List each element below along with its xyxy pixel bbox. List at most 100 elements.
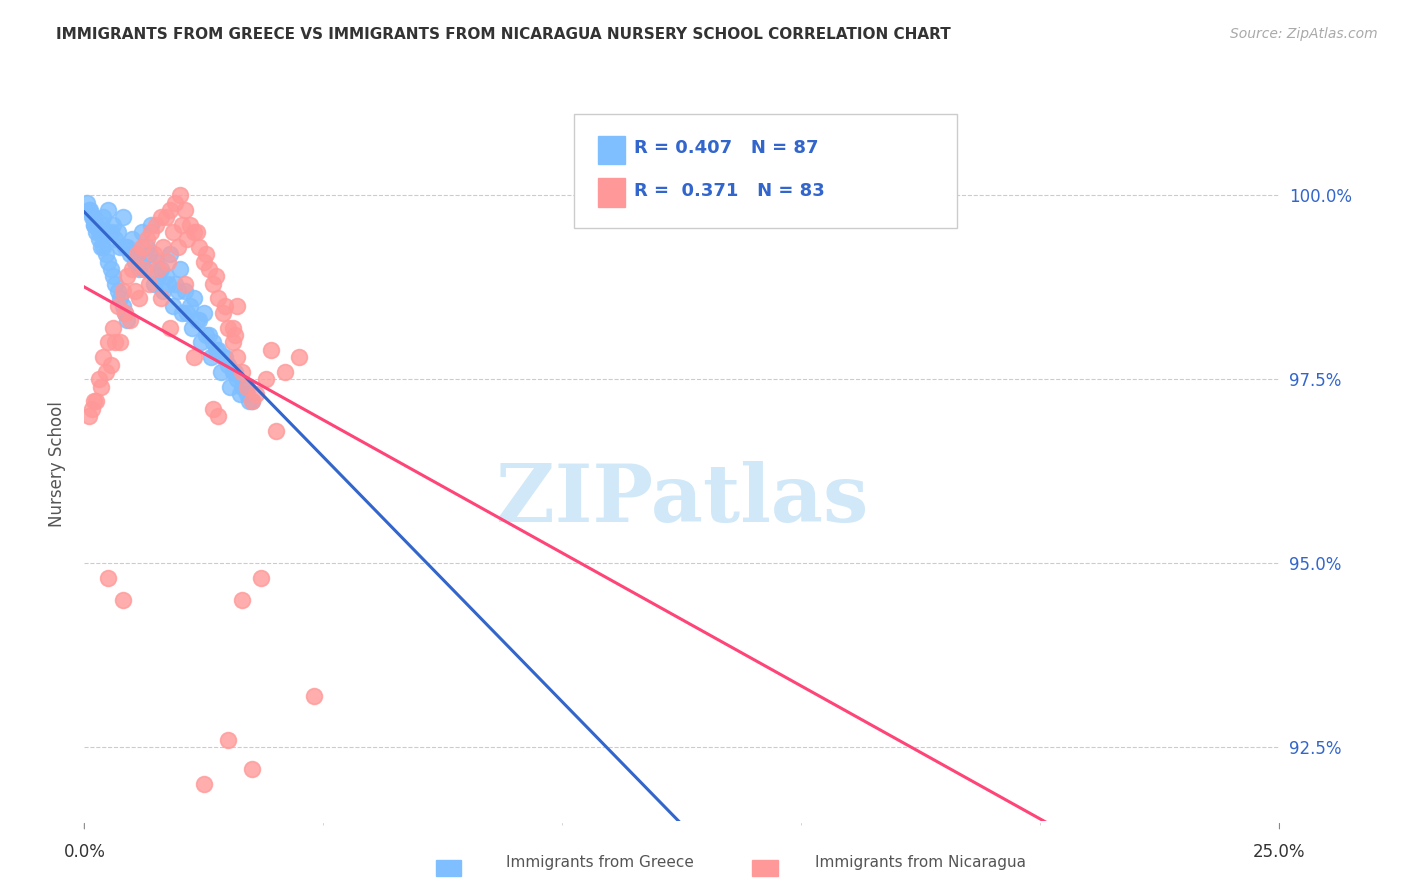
Point: [121, 232, 143, 246]
Point: [107, 225, 129, 239]
Point: [121, 261, 143, 276]
Point: [193, 777, 215, 791]
Text: Source: ZipAtlas.com: Source: ZipAtlas.com: [1230, 27, 1378, 41]
Point: [104, 232, 127, 246]
Point: [193, 254, 215, 268]
Point: [87, 225, 110, 239]
Point: [83, 218, 105, 232]
Point: [212, 306, 235, 320]
Point: [138, 277, 160, 291]
Point: [173, 284, 195, 298]
Point: [197, 328, 219, 343]
Point: [169, 188, 191, 202]
Point: [231, 593, 253, 607]
Text: R =  0.371   N = 83: R = 0.371 N = 83: [634, 182, 825, 200]
Point: [148, 269, 170, 284]
Point: [172, 218, 194, 232]
Point: [205, 269, 228, 284]
Point: [110, 335, 132, 350]
Point: [183, 225, 205, 239]
Point: [132, 261, 156, 276]
Point: [162, 225, 184, 239]
Point: [217, 732, 239, 747]
Point: [104, 277, 127, 291]
Point: [226, 350, 249, 364]
Point: [205, 343, 228, 357]
Point: [224, 365, 246, 379]
Point: [193, 306, 215, 320]
Point: [207, 343, 229, 357]
Point: [145, 254, 167, 268]
Text: Immigrants from Greece: Immigrants from Greece: [506, 855, 695, 870]
Point: [82, 211, 104, 225]
Point: [157, 254, 180, 268]
Point: [188, 313, 211, 327]
Point: [90, 379, 112, 393]
Point: [157, 277, 180, 291]
Point: [125, 247, 148, 261]
Point: [152, 240, 174, 254]
Point: [117, 313, 139, 327]
Point: [87, 232, 110, 246]
Point: [212, 350, 235, 364]
Point: [236, 387, 259, 401]
Point: [111, 299, 134, 313]
Point: [221, 320, 243, 334]
Point: [128, 254, 150, 268]
Point: [195, 328, 218, 343]
Point: [240, 762, 263, 776]
Point: [148, 261, 170, 276]
FancyBboxPatch shape: [574, 114, 956, 228]
Point: [111, 284, 134, 298]
Point: [217, 358, 239, 372]
Point: [224, 328, 246, 343]
Y-axis label: Nursery School: Nursery School: [48, 401, 66, 527]
Point: [101, 320, 124, 334]
Point: [240, 394, 263, 409]
Point: [209, 365, 232, 379]
Point: [233, 379, 256, 393]
Point: [135, 232, 157, 246]
Point: [128, 261, 150, 276]
Point: [169, 261, 191, 276]
Point: [221, 335, 243, 350]
Point: [80, 211, 103, 225]
Point: [195, 247, 218, 261]
Point: [149, 261, 172, 276]
Point: [214, 350, 236, 364]
Point: [100, 358, 122, 372]
Point: [93, 211, 115, 225]
Point: [226, 299, 249, 313]
Point: [111, 593, 134, 607]
Point: [165, 195, 187, 210]
Point: [165, 277, 187, 291]
Point: [149, 291, 172, 305]
Point: [94, 247, 117, 261]
Point: [228, 387, 250, 401]
Point: [166, 284, 188, 298]
Text: 25.0%: 25.0%: [1253, 843, 1306, 861]
Point: [77, 409, 100, 423]
Point: [197, 261, 219, 276]
Point: [245, 387, 267, 401]
Point: [190, 335, 212, 350]
Point: [97, 202, 120, 217]
Point: [79, 202, 101, 217]
Point: [149, 211, 172, 225]
Point: [114, 306, 136, 320]
Point: [97, 335, 120, 350]
Point: [159, 247, 181, 261]
Point: [83, 394, 105, 409]
Point: [104, 335, 127, 350]
Point: [145, 218, 167, 232]
Point: [166, 240, 188, 254]
Point: [90, 240, 112, 254]
Point: [124, 254, 146, 268]
Point: [101, 218, 124, 232]
Point: [100, 261, 122, 276]
Point: [231, 379, 253, 393]
Point: [142, 277, 165, 291]
Point: [207, 291, 229, 305]
Point: [93, 350, 115, 364]
Point: [236, 379, 259, 393]
